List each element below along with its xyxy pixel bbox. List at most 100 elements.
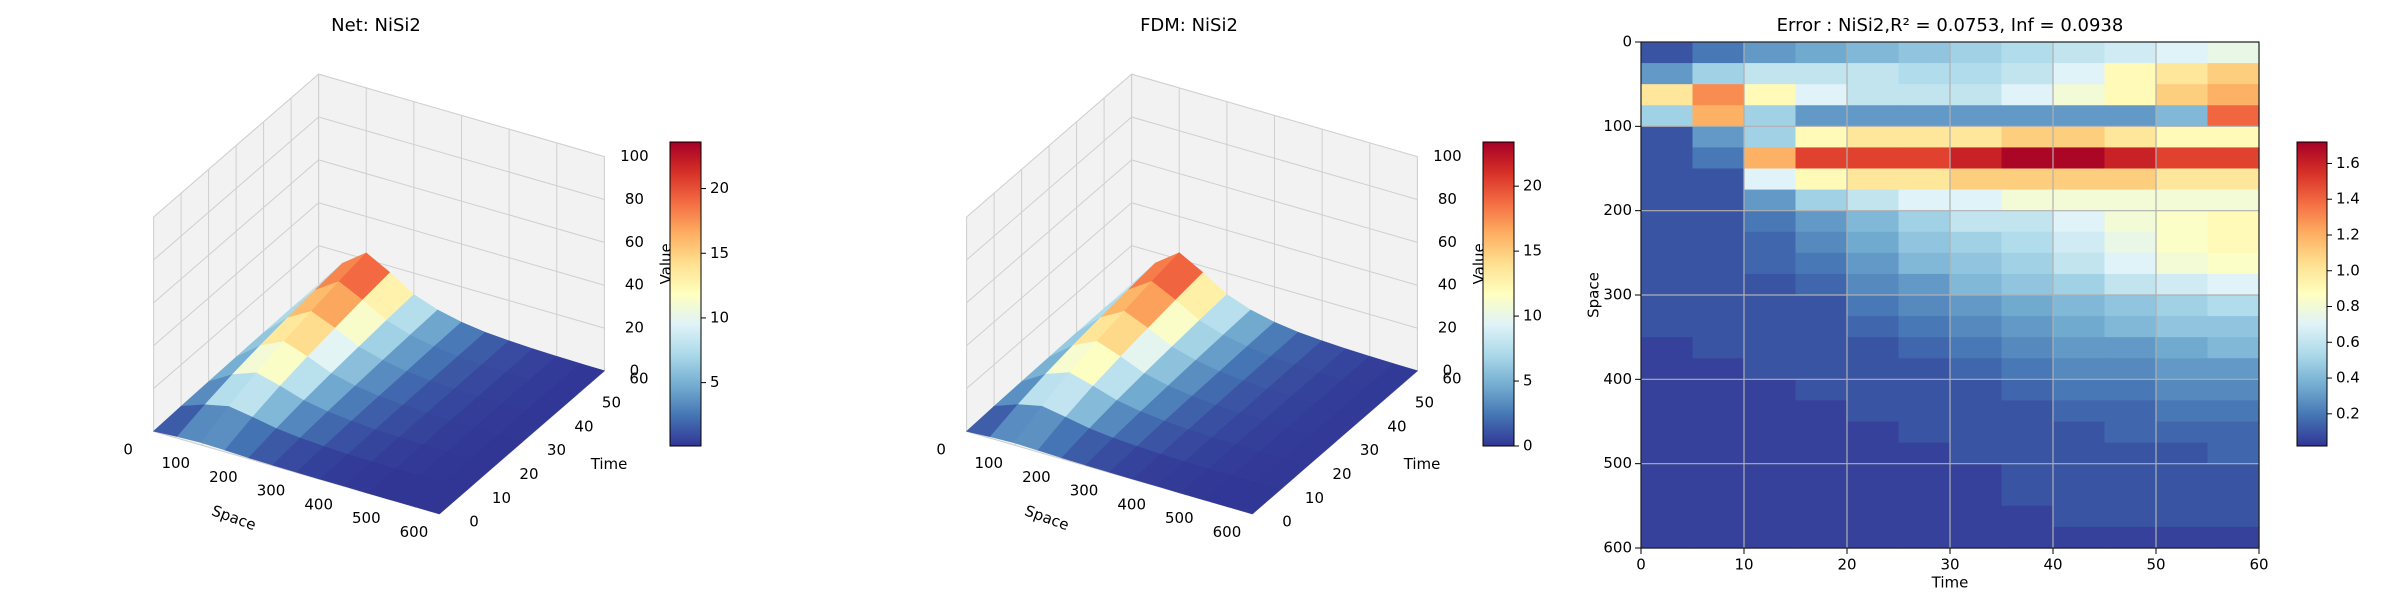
z-tick-label: 0	[1443, 361, 1453, 379]
y-tick-label: 20	[519, 465, 538, 483]
plot-frame	[1640, 41, 2260, 549]
heatmap-cell	[1744, 526, 1797, 549]
heatmap-cell	[1744, 105, 1797, 127]
heatmap-cell	[1898, 505, 1951, 528]
heatmap-cell	[2104, 84, 2157, 106]
heatmap-cell	[2104, 295, 2157, 317]
heatmap-cell	[2053, 400, 2106, 423]
heatmap-cell	[2207, 105, 2260, 127]
heatmap-cell	[1898, 210, 1951, 233]
heatmap-cell	[1847, 526, 1900, 549]
heatmap-cell	[1950, 63, 2003, 85]
heatmap-cell	[2001, 42, 2054, 64]
heatmap-cell	[1641, 484, 1694, 507]
heatmap-cell	[2053, 210, 2106, 233]
heatmap-cell	[1692, 379, 1745, 402]
heatmap-cell	[2104, 358, 2157, 380]
heatmap-cell	[2156, 316, 2209, 338]
heatmap-cell	[2053, 273, 2106, 296]
heatmap-cell	[1950, 463, 2003, 486]
heatmap-cell	[2104, 273, 2157, 296]
heatmap-cell	[1641, 316, 1694, 338]
x-tick-label: 40	[2043, 556, 2062, 574]
grid-line	[1131, 116, 1418, 200]
heatmap-cell	[1744, 252, 1797, 275]
y-tick-label: 0	[1282, 513, 1292, 531]
colorbar-tick-label: 0.8	[2336, 297, 2360, 315]
colorbar-tick-label: 0	[1523, 437, 1533, 455]
heatmap-cell	[2053, 442, 2106, 465]
heatmap-cell	[1950, 210, 2003, 233]
colorbar-tick-label: 5	[710, 373, 720, 391]
heatmap-cell	[1744, 63, 1797, 85]
heatmap-cell	[1692, 295, 1745, 317]
grid-line	[153, 159, 319, 304]
heatmap-cell	[1898, 463, 1951, 486]
x-axis-label: Time	[1931, 574, 1969, 592]
heatmap-cell	[2053, 316, 2106, 338]
y-axis-label: Time	[1403, 455, 1441, 473]
heatmap-cell	[1744, 189, 1797, 212]
heatmap-cell	[1898, 168, 1951, 191]
heatmap-cell	[2104, 105, 2157, 127]
heatmap-cell	[1898, 147, 1951, 170]
heatmap-cell	[2207, 400, 2260, 423]
heatmap-cell	[2053, 421, 2106, 444]
heatmap-cell	[1847, 379, 1900, 402]
heatmap-cell	[2001, 252, 2054, 275]
heatmap-cell	[1847, 168, 1900, 191]
y-tick-label: 0	[1622, 33, 1632, 51]
colorbar-tick-label: 20	[1523, 177, 1542, 195]
heatmap-cell	[2053, 105, 2106, 127]
heatmap-cell	[1795, 84, 1848, 106]
heatmap-cell	[2207, 147, 2260, 170]
x-tick-label: 200	[209, 468, 238, 486]
heatmap-cell	[1795, 231, 1848, 254]
heatmap-cell	[2053, 295, 2106, 317]
y-axis-label: Space	[1585, 272, 1603, 318]
heatmap-cell	[2053, 147, 2106, 170]
heatmap-cell	[1641, 273, 1694, 296]
heatmap-cell	[1641, 126, 1694, 149]
heatmap-cell	[1744, 210, 1797, 233]
y-tick-label: 200	[1603, 201, 1632, 219]
heatmap-cell	[2156, 337, 2209, 359]
heatmap-cell	[2053, 463, 2106, 486]
heatmap-cell	[2156, 210, 2209, 233]
z-tick-label: 60	[1438, 233, 1457, 251]
heatmap-cell	[1898, 273, 1951, 296]
surface-patch	[1227, 482, 1281, 515]
heatmap-cell	[1950, 231, 2003, 254]
heatmap-cell	[2104, 463, 2157, 486]
x-tick-label: 20	[1837, 556, 1856, 574]
heatmap-cell	[1744, 358, 1797, 380]
heatmap-cell	[2053, 126, 2106, 149]
heatmap-cell	[1898, 337, 1951, 359]
heatmap-cell	[2207, 442, 2260, 465]
heatmap-cell	[2207, 295, 2260, 317]
x-tick-label: 500	[352, 509, 381, 527]
heatmap-cell	[2053, 42, 2106, 64]
z-tick-label: 100	[620, 147, 649, 165]
grid-line	[966, 202, 1132, 347]
heatmap-cell	[1847, 421, 1900, 444]
heatmap-cell	[2053, 63, 2106, 85]
grid-line	[966, 159, 1132, 304]
z-tick-label: 100	[1433, 147, 1462, 165]
grid-line	[153, 73, 319, 218]
grid-line	[318, 73, 605, 158]
heatmap-cell	[2053, 168, 2106, 191]
heatmap-cell	[2001, 526, 2054, 549]
heatmap-cell	[2053, 484, 2106, 507]
heatmap-cell	[1795, 105, 1848, 127]
heatmap-cell	[1847, 442, 1900, 465]
colorbar	[2296, 141, 2328, 447]
heatmap-cell	[1692, 337, 1745, 359]
heatmap-cell	[2156, 379, 2209, 402]
heatmap-cell	[2001, 273, 2054, 296]
heatmap-cell	[2207, 168, 2260, 191]
heatmap-cell	[1950, 400, 2003, 423]
heatmap-cell	[1898, 484, 1951, 507]
heatmap-cell	[1692, 84, 1745, 106]
